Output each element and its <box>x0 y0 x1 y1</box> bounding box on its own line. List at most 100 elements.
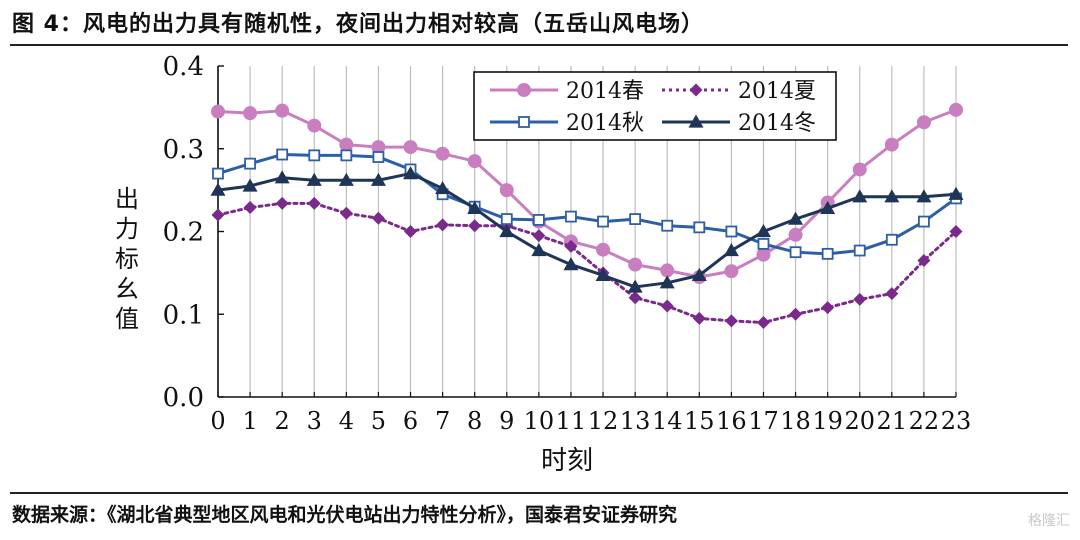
data-point <box>853 244 866 257</box>
data-point <box>949 102 963 117</box>
data-point <box>500 213 513 225</box>
data-point <box>628 257 643 272</box>
legend-marker <box>517 83 531 97</box>
y-tick-label: 0.4 <box>163 52 204 82</box>
x-tick-label: 2 <box>275 407 290 435</box>
data-point <box>339 137 354 152</box>
x-tick-label: 18 <box>780 407 811 435</box>
data-point <box>757 238 770 250</box>
y-tick-label: 0.0 <box>163 383 204 413</box>
x-tick-label: 4 <box>339 407 354 435</box>
data-point <box>788 227 803 242</box>
series-4 <box>210 166 964 293</box>
data-point <box>692 311 706 325</box>
x-tick-label: 21 <box>877 407 908 435</box>
data-point <box>274 170 290 184</box>
data-point <box>275 196 289 210</box>
y-tick-label: 0.3 <box>163 135 204 165</box>
data-point <box>404 225 418 238</box>
series-line <box>216 172 958 289</box>
data-point <box>691 267 707 281</box>
data-point <box>788 211 804 225</box>
data-point <box>756 247 771 262</box>
legend-label: 2014春 <box>566 79 644 104</box>
x-tick-label: 6 <box>403 407 418 435</box>
data-point <box>306 172 322 186</box>
data-point <box>467 200 483 214</box>
x-tick-label: 1 <box>242 407 257 435</box>
data-point <box>948 186 964 200</box>
legend-label: 2014秋 <box>566 111 644 136</box>
top-rule <box>10 44 1068 46</box>
legend-box <box>473 71 837 141</box>
data-point <box>499 183 514 198</box>
data-point <box>789 246 802 259</box>
data-point <box>821 301 835 315</box>
legend: 2014春 2014夏 2014秋 2014冬 <box>473 71 837 141</box>
x-tick-label: 0 <box>210 407 225 435</box>
data-point <box>629 213 642 225</box>
data-point <box>210 182 226 196</box>
x-tick-label: 22 <box>909 407 940 435</box>
data-point <box>916 115 931 130</box>
data-point <box>531 243 547 257</box>
legend-label: 2014夏 <box>738 79 816 104</box>
x-tick-label: 5 <box>371 407 386 435</box>
data-point <box>340 149 353 162</box>
data-point <box>884 189 900 203</box>
data-point <box>435 180 451 195</box>
series-layer <box>210 102 964 330</box>
data-point <box>244 157 256 170</box>
series-line <box>216 201 958 325</box>
series-line <box>216 153 958 256</box>
data-point <box>852 189 868 203</box>
data-point <box>308 149 321 162</box>
x-tick-label: 19 <box>812 407 843 435</box>
data-point <box>660 263 675 278</box>
data-point <box>468 219 482 233</box>
data-point <box>660 299 674 313</box>
figure-title: 图 4：风电的出力具有随机性，夜间出力相对较高（五岳山风电场） <box>12 12 704 37</box>
x-tick-label: 12 <box>588 407 619 435</box>
y-tick-label: 0.1 <box>163 300 204 330</box>
watermark: 格隆汇 <box>1028 513 1070 529</box>
data-point <box>242 178 258 192</box>
legend-marker <box>518 116 530 128</box>
x-tick-label: 3 <box>307 407 322 435</box>
data-point <box>661 219 674 232</box>
data-point <box>597 215 609 228</box>
data-point <box>212 167 224 180</box>
data-point <box>565 210 577 223</box>
x-tick-label: 11 <box>556 407 587 435</box>
data-point <box>243 106 258 121</box>
data-point <box>725 225 738 238</box>
data-point <box>211 104 225 119</box>
data-point <box>918 215 930 228</box>
data-point <box>595 267 611 281</box>
legend-marker <box>688 114 704 128</box>
data-point <box>756 316 770 330</box>
source-note: 数据来源：《湖北省典型地区风电和光伏电站出力特性分析》，国泰君安证券研究 <box>12 504 678 526</box>
data-point <box>372 151 385 163</box>
axes: 0.00.10.20.30.40 1 2 3 4 5 6 7 8 9 10 11 12 13 14 15 16 1… <box>163 52 972 476</box>
data-point <box>403 166 419 180</box>
data-point <box>563 257 579 271</box>
data-point <box>853 292 867 306</box>
data-point <box>724 314 738 328</box>
data-point <box>917 253 931 267</box>
data-point <box>499 224 515 238</box>
data-point <box>885 287 899 301</box>
legend-marker <box>689 83 703 97</box>
data-point <box>243 201 257 215</box>
data-point <box>307 118 322 133</box>
y-tick-label: 0.2 <box>163 218 204 248</box>
data-point <box>211 208 225 222</box>
data-point <box>916 189 932 203</box>
data-point <box>564 239 578 253</box>
data-point <box>339 206 353 220</box>
bottom-rule <box>10 492 1068 494</box>
x-tick-label: 16 <box>716 407 747 435</box>
data-point <box>275 103 290 118</box>
data-point <box>532 214 545 226</box>
data-point <box>949 225 963 238</box>
